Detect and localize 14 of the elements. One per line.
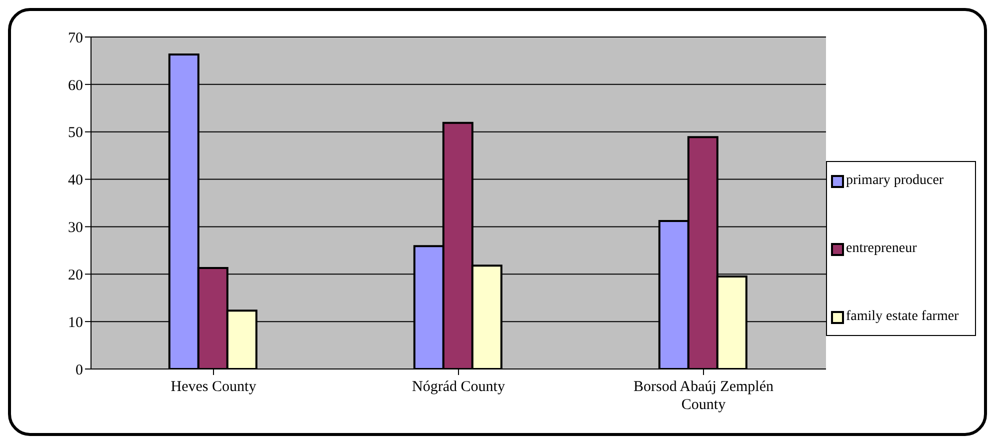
x-tick-label: Heves County [170,379,257,395]
y-tick-label: 60 [68,78,83,94]
x-tick-label: Nógrád County [412,379,506,395]
legend-label: entrepreneur [846,240,917,257]
legend-label: family estate farmer [846,308,959,325]
x-tick-label: Borsod Abaúj Zemplén County [634,379,774,413]
y-tick-label: 50 [68,125,83,142]
y-tick-label: 20 [68,267,83,284]
legend-label: primary producer [846,172,944,189]
y-tick-label: 10 [68,314,83,331]
y-tick-label: 40 [68,172,83,189]
y-tick-label: 0 [76,362,83,378]
y-tick-label: 70 [68,30,83,46]
y-tick-label: 30 [68,220,83,236]
